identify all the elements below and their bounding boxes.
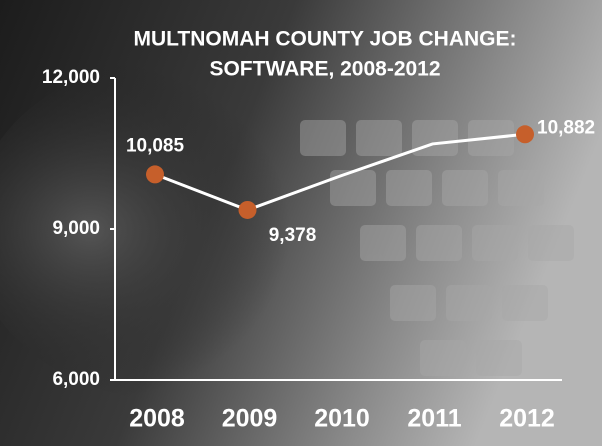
y-tick-label: 12,000 xyxy=(42,67,100,88)
marker xyxy=(238,200,257,219)
y-tick-label: 6,000 xyxy=(52,369,100,390)
chart-title: MULTNOMAH COUNTY JOB CHANGE: xyxy=(133,28,516,51)
hand-decoration xyxy=(0,60,370,400)
data-line xyxy=(154,132,526,212)
value-label: 10,085 xyxy=(126,135,185,156)
y-tick-label: 9,000 xyxy=(52,218,100,239)
chart-title: SOFTWARE, 2008-2012 xyxy=(209,58,440,81)
value-label: 10,882 xyxy=(537,117,595,138)
x-tick-label: 2012 xyxy=(499,405,555,433)
marker xyxy=(146,165,164,184)
x-tick-label: 2011 xyxy=(407,405,461,433)
marker xyxy=(516,125,534,144)
value-label: 9,378 xyxy=(269,225,317,246)
x-tick-label: 2010 xyxy=(314,405,370,433)
x-tick-label: 2009 xyxy=(222,405,278,433)
x-tick-label: 2008 xyxy=(129,405,185,433)
